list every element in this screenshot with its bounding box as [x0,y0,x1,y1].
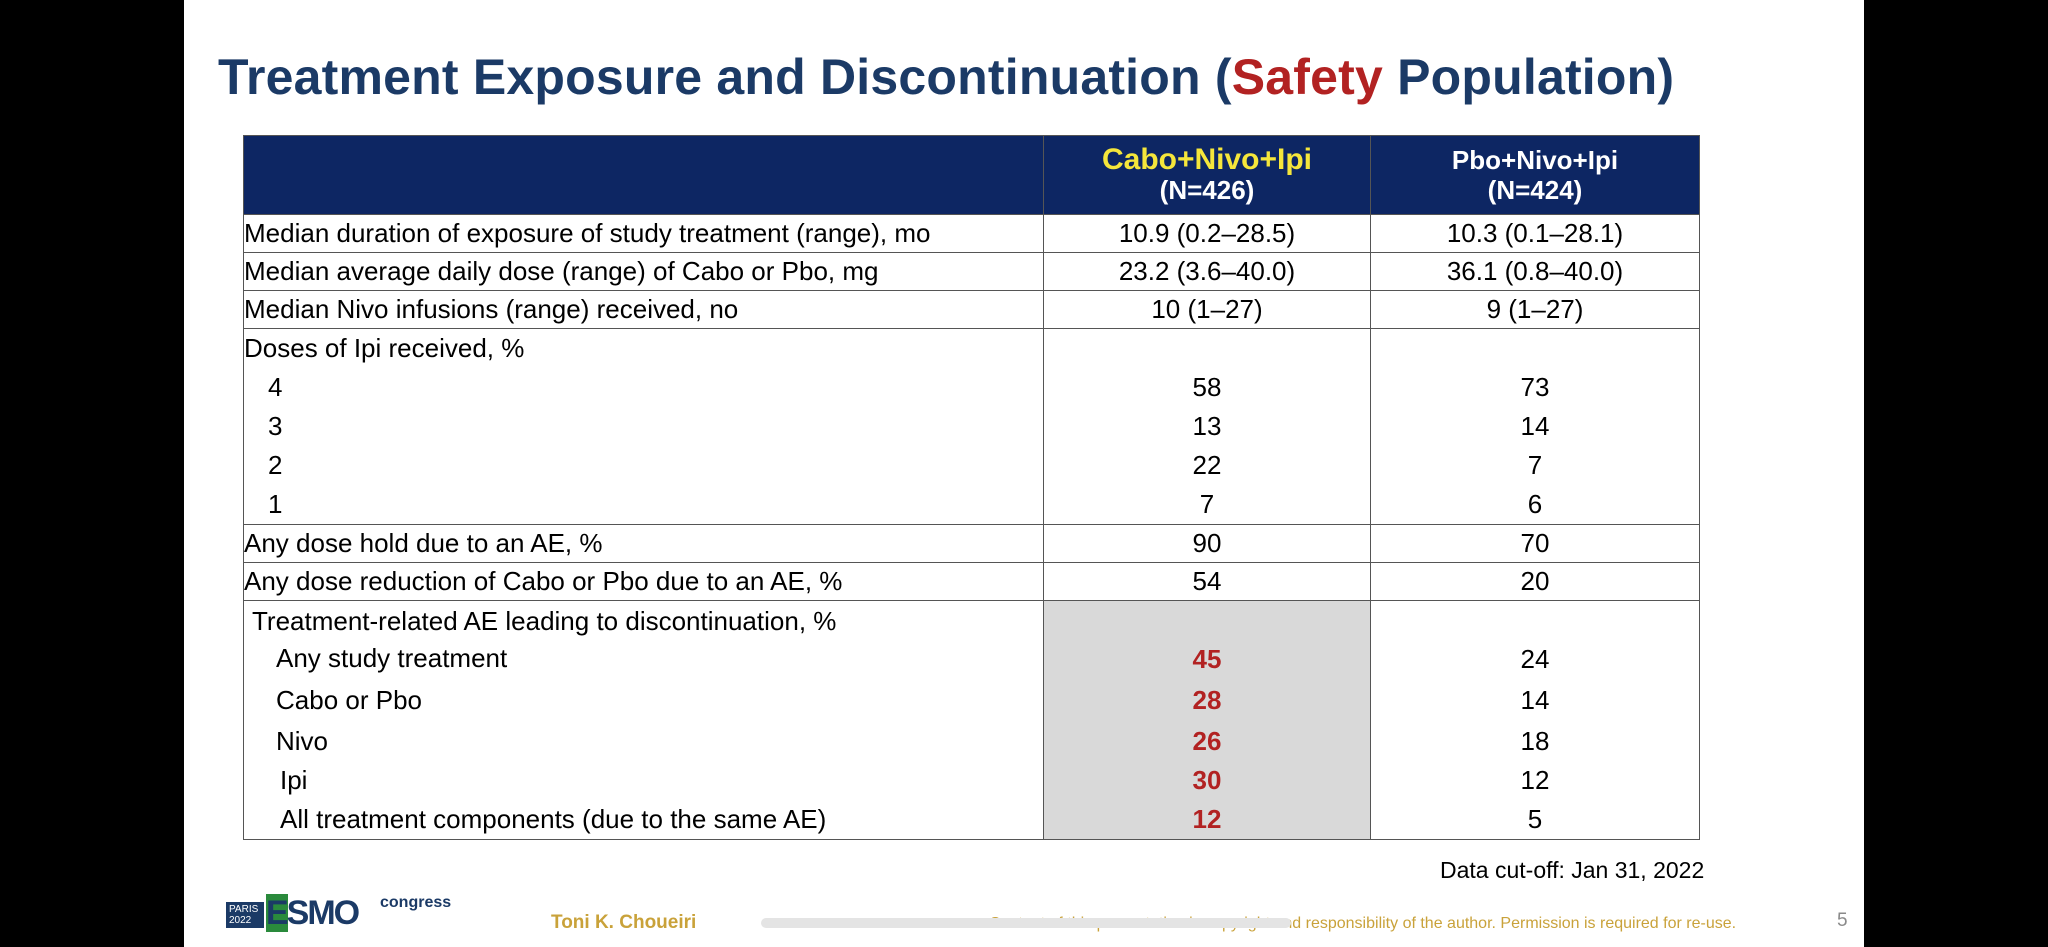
page-number: 5 [1837,910,1848,931]
row-label: Median average daily dose (range) of Cab… [243,252,1044,291]
arm2-value: 6 [1527,489,1543,519]
table-row: Any dose reduction of Cabo or Pbo due to… [243,562,1700,601]
exposure-table: Cabo+Nivo+Ipi (N=426) Pbo+Nivo+Ipi (N=42… [243,135,1700,840]
ipi-dose-label: 2 [268,450,283,480]
header-arm2: Pbo+Nivo+Ipi (N=424) [1370,135,1700,215]
arm1-value: 10.9 (0.2–28.5) [1043,214,1371,253]
arm2-n: (N=424) [1487,175,1583,205]
arm2-value: 20 [1370,562,1700,601]
logo-congress-text: congress [380,894,452,911]
ipi-doses-row: Doses of Ipi received, % 4 3 2 1 58 13 2… [243,328,1700,525]
table-row: Any dose hold due to an AE, % 90 70 [243,524,1700,563]
row-label: Any dose reduction of Cabo or Pbo due to… [243,562,1044,601]
arm1-value: 26 [1192,726,1222,756]
table-row: Median Nivo infusions (range) received, … [243,290,1700,329]
header-arm1: Cabo+Nivo+Ipi (N=426) [1043,135,1371,215]
arm2-value: 10.3 (0.1–28.1) [1370,214,1700,253]
arm2-value: 14 [1520,685,1550,715]
discontinuation-item-label: Nivo [276,726,329,756]
row-label: Any dose hold due to an AE, % [243,524,1044,563]
arm1-value: 58 [1192,372,1222,402]
arm2-value: 14 [1520,411,1550,441]
row-label: Median duration of exposure of study tre… [243,214,1044,253]
header-blank-cell [243,135,1044,215]
esmo-congress-logo: PARIS 2022 ESMO congress [226,894,451,932]
slide-title: Treatment Exposure and Discontinuation (… [218,48,1674,106]
arm2-value: 70 [1370,524,1700,563]
discontinuation-label: Treatment-related AE leading to disconti… [252,606,837,636]
arm2-value: 12 [1520,765,1550,795]
arm1-value: 23.2 (3.6–40.0) [1043,252,1371,291]
arm2-value: 36.1 (0.8–40.0) [1370,252,1700,291]
title-accent: Safety [1231,49,1383,105]
title-part1: Treatment Exposure and Discontinuation ( [218,49,1232,105]
arm1-n: (N=426) [1159,175,1255,205]
discontinuation-item-label: Cabo or Pbo [276,685,422,715]
row-label: Median Nivo infusions (range) received, … [243,290,1044,329]
arm1-value: 22 [1192,450,1222,480]
arm1-value: 90 [1043,524,1371,563]
discontinuation-item-label: Any study treatment [276,643,508,673]
arm1-value: 54 [1043,562,1371,601]
table-header-row: Cabo+Nivo+Ipi (N=426) Pbo+Nivo+Ipi (N=42… [243,135,1700,215]
arm2-value: 24 [1520,644,1550,674]
logo-paris-badge: PARIS 2022 [226,902,264,928]
arm2-value: 18 [1520,726,1550,756]
arm1-value: 30 [1192,765,1222,795]
arm1-value: 28 [1192,685,1222,715]
ipi-dose-label: 3 [268,411,283,441]
table-row: Median duration of exposure of study tre… [243,214,1700,253]
arm2-value: 73 [1520,372,1550,402]
arm1-value: 12 [1192,804,1222,834]
arm1-value: 10 (1–27) [1043,290,1371,329]
arm2-name: Pbo+Nivo+Ipi [1451,145,1619,175]
ipi-dose-label: 4 [268,372,283,402]
arm2-value: 9 (1–27) [1370,290,1700,329]
discontinuation-item-label: All treatment components (due to the sam… [280,804,827,834]
arm1-name: Cabo+Nivo+Ipi [1101,143,1313,176]
table-row: Median average daily dose (range) of Cab… [243,252,1700,291]
author-name: Toni K. Choueiri [551,912,697,933]
title-part2: Population) [1382,49,1675,105]
arm1-value: 13 [1192,411,1222,441]
arm1-value: 45 [1192,644,1222,674]
discontinuation-row: Treatment-related AE leading to disconti… [243,600,1700,840]
ipi-doses-label: Doses of Ipi received, % [244,333,525,363]
data-cutoff-note: Data cut-off: Jan 31, 2022 [1440,857,1705,883]
logo-esmo-wordmark: ESMO [266,894,360,932]
video-progress-scrollbar[interactable] [761,918,1291,928]
discontinuation-item-label: Ipi [280,765,308,795]
arm2-value: 5 [1527,804,1543,834]
slide: Treatment Exposure and Discontinuation (… [184,0,1864,947]
ipi-dose-label: 1 [268,489,283,519]
arm2-value: 7 [1527,450,1543,480]
arm1-value: 7 [1199,489,1215,519]
